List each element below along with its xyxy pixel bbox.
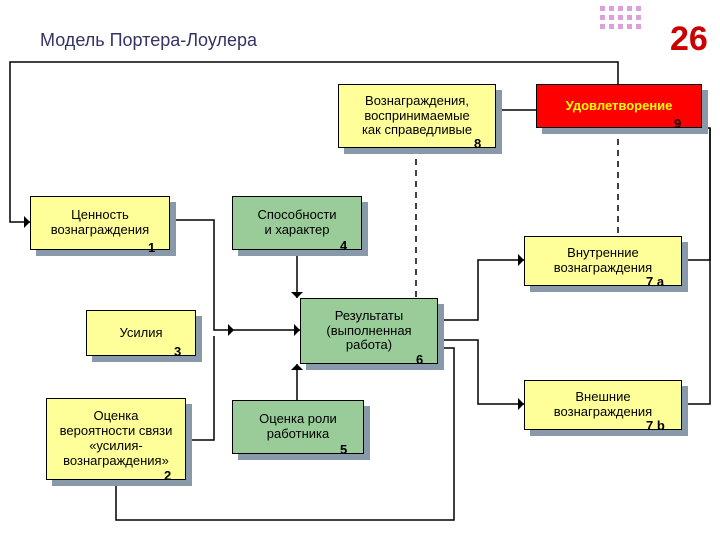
slide-number: 26 [670, 20, 708, 59]
page-title: Модель Портера-Лоулера [40, 30, 257, 51]
node-num-n8: 8 [474, 136, 481, 151]
node-num-n9: 9 [674, 116, 681, 131]
node-num-n4: 4 [340, 238, 347, 253]
node-num-n6: 6 [416, 352, 423, 367]
node-num-n7a: 7 а [646, 274, 664, 289]
node-n8: Вознаграждения,воспринимаемыекак справед… [338, 84, 496, 148]
node-num-n1: 1 [148, 240, 155, 255]
node-num-n7b: 7 b [646, 418, 665, 433]
grid-decoration [600, 6, 641, 29]
node-num-n3: 3 [174, 344, 181, 359]
node-num-n2: 2 [164, 468, 171, 483]
node-num-n5: 5 [340, 442, 347, 457]
